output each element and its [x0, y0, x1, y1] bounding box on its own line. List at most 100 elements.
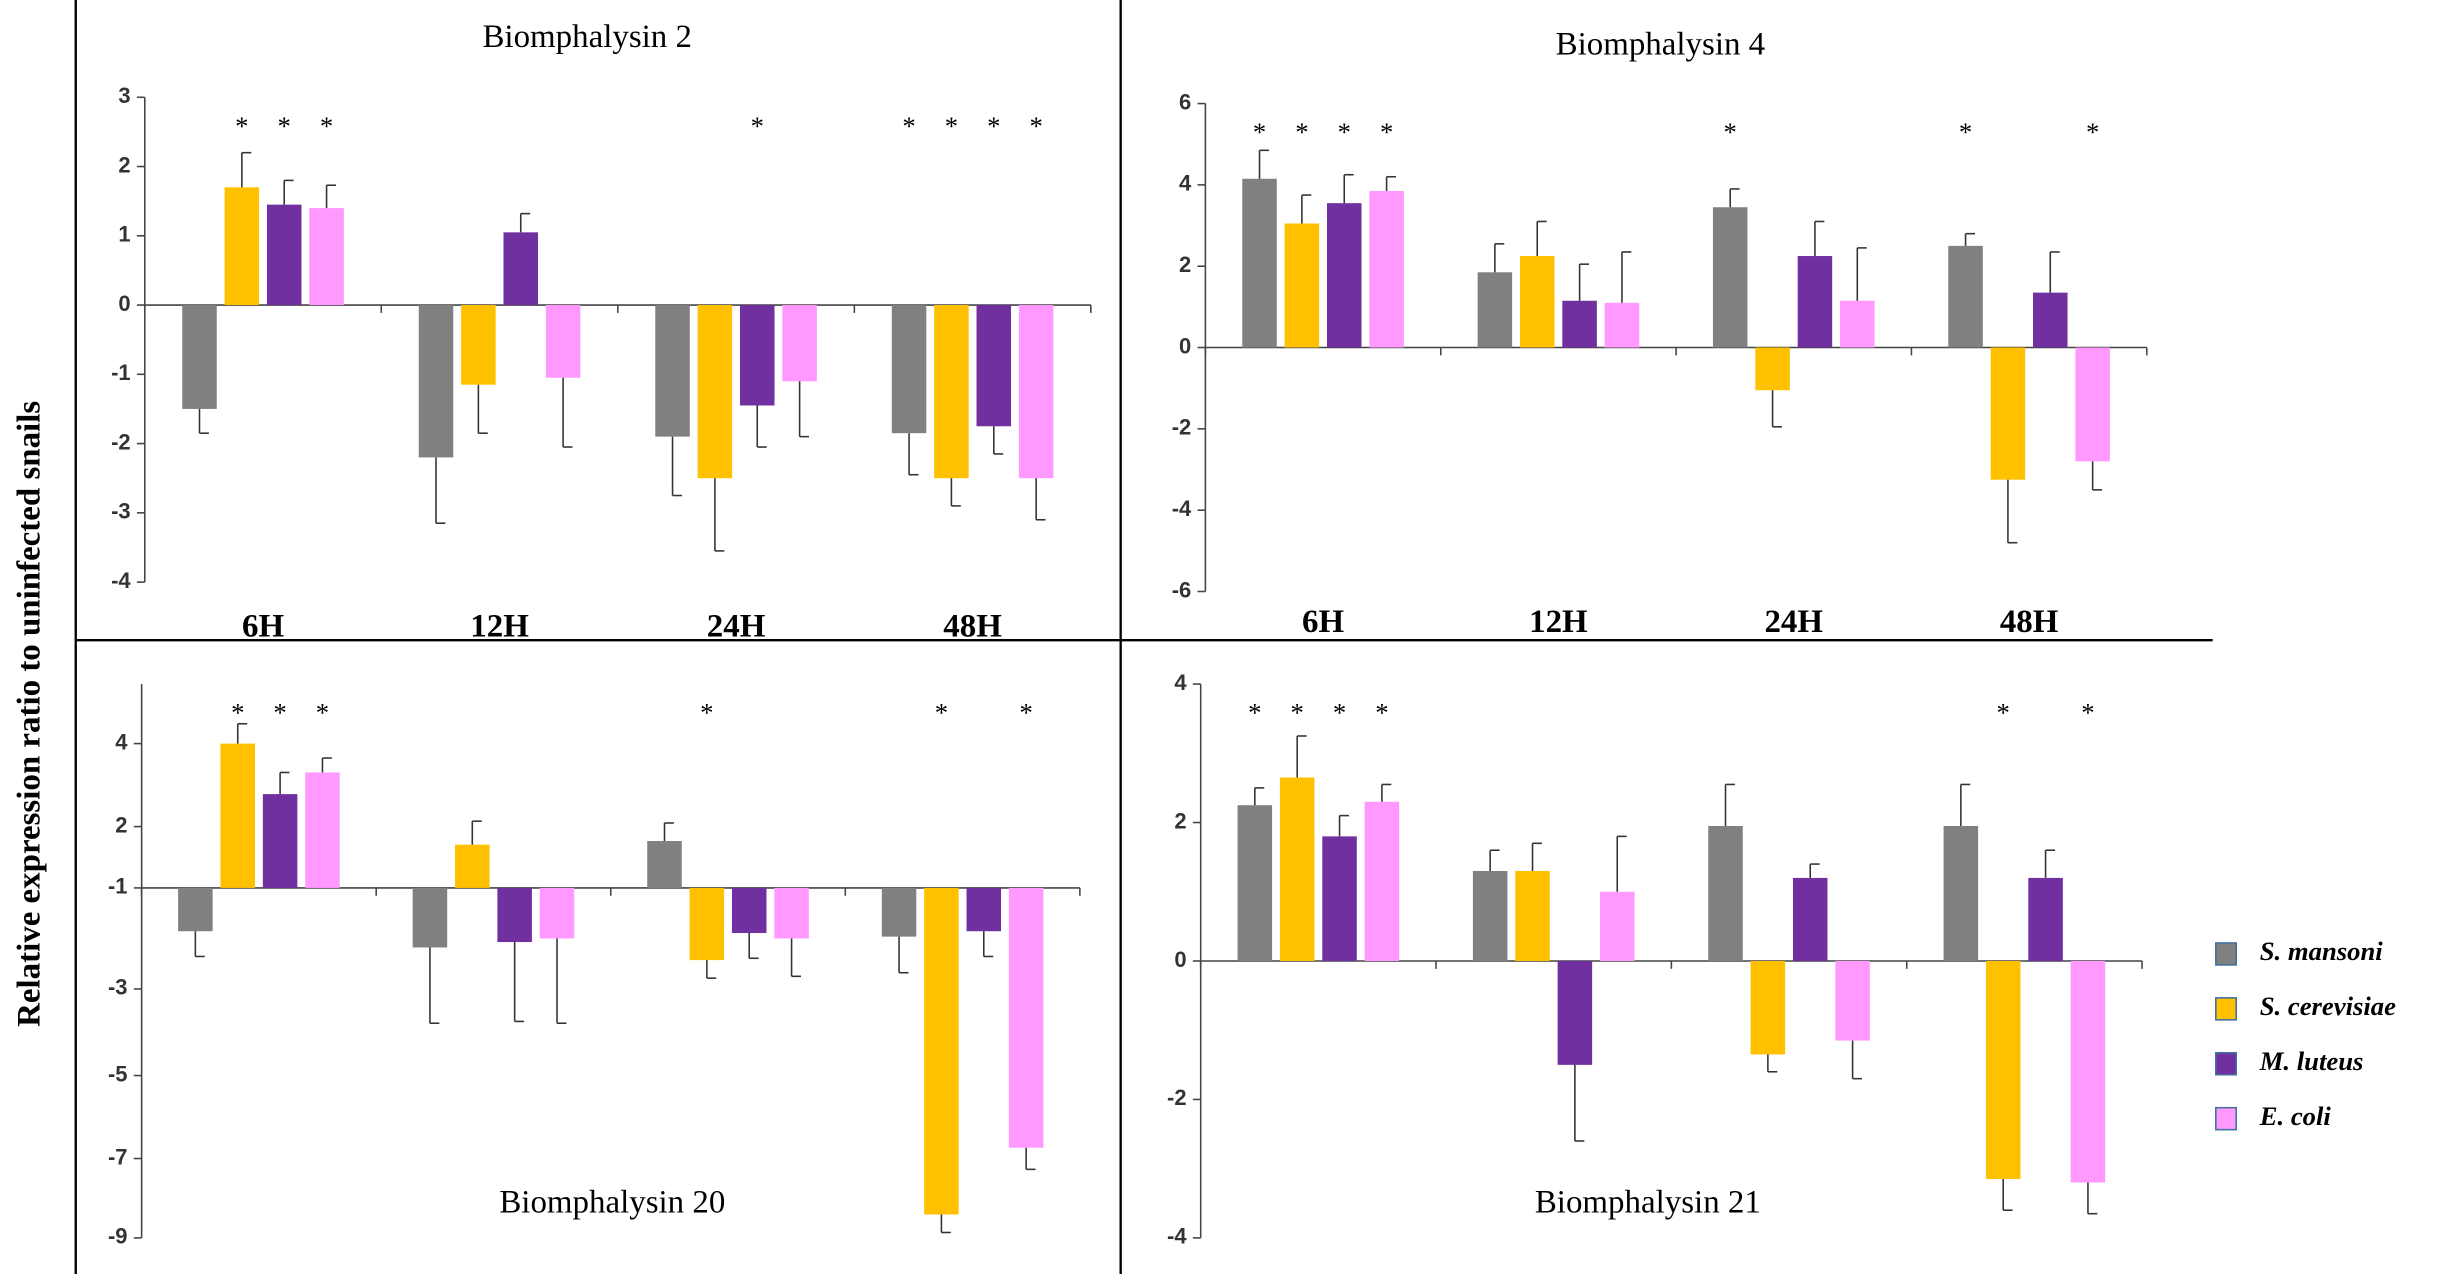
- legend-swatch: [2215, 1051, 2237, 1076]
- significance-star: *: [935, 698, 948, 728]
- significance-star: *: [751, 111, 764, 141]
- significance-star: *: [945, 111, 958, 141]
- bar: [1519, 256, 1555, 348]
- y-tick-label: 4: [115, 729, 128, 754]
- y-tick-label: -4: [1167, 1224, 1187, 1249]
- y-axis-label: Relative expression ratio to uninfected …: [11, 401, 47, 1027]
- bar: [1835, 960, 1870, 1041]
- y-tick-label: 0: [1174, 947, 1186, 972]
- y-tick-label: 2: [1174, 808, 1186, 833]
- bar: [1797, 256, 1833, 348]
- bar: [1008, 887, 1044, 1148]
- bar: [689, 887, 725, 961]
- y-tick-label: 4: [1174, 670, 1187, 695]
- bar: [1515, 870, 1550, 961]
- bar: [1750, 960, 1786, 1055]
- y-tick-label: 2: [115, 812, 127, 837]
- y-tick-label: -5: [108, 1061, 128, 1086]
- bar: [224, 187, 260, 306]
- significance-star: *: [235, 111, 248, 141]
- significance-star: *: [1959, 117, 1972, 147]
- legend-swatch: [2215, 997, 2237, 1021]
- y-tick-label: -6: [1172, 577, 1192, 602]
- significance-star: *: [1724, 117, 1737, 147]
- y-tick-label: -4: [111, 568, 131, 593]
- y-tick-label: 0: [1179, 333, 1191, 358]
- legend-swatch: [2215, 1106, 2237, 1131]
- x-tick-label: 6H: [1302, 604, 1344, 640]
- bar: [461, 305, 496, 385]
- bar: [1242, 178, 1277, 348]
- bar: [1279, 777, 1315, 961]
- bar: [1792, 877, 1828, 961]
- legend-label: M. luteus: [2259, 1046, 2364, 1076]
- bar: [262, 794, 298, 888]
- bar: [1943, 825, 1979, 961]
- y-tick-label: -4: [1172, 496, 1192, 521]
- significance-star: *: [2086, 117, 2099, 147]
- bar: [182, 305, 217, 409]
- x-tick-label: 24H: [707, 609, 766, 645]
- significance-star: *: [2081, 698, 2094, 728]
- significance-star: *: [273, 698, 286, 728]
- significance-star: *: [1338, 117, 1351, 147]
- significance-star: *: [987, 111, 1000, 141]
- significance-star: *: [1291, 698, 1304, 728]
- bar: [924, 887, 959, 1215]
- bar: [2033, 292, 2068, 348]
- bar: [774, 887, 809, 939]
- significance-star: *: [1295, 117, 1308, 147]
- bar: [740, 305, 775, 406]
- bar: [881, 887, 917, 937]
- bar: [731, 887, 767, 934]
- significance-star: *: [1333, 698, 1346, 728]
- bar: [934, 305, 969, 479]
- y-tick-label: -3: [108, 975, 128, 1000]
- y-tick-label: 0: [118, 291, 130, 316]
- significance-star: *: [278, 111, 291, 141]
- bar: [309, 208, 344, 306]
- chart-title: Biomphalysin 21: [1535, 1185, 1761, 1221]
- bar: [503, 232, 538, 306]
- bar: [2070, 960, 2106, 1183]
- bar: [1322, 836, 1357, 961]
- chart-title: Biomphalysin 20: [499, 1185, 725, 1221]
- bar: [655, 305, 690, 437]
- significance-star: *: [1997, 698, 2010, 728]
- y-tick-label: 1: [118, 222, 130, 247]
- bar: [455, 844, 490, 888]
- bar: [545, 305, 581, 378]
- x-tick-label: 12H: [1529, 604, 1588, 640]
- x-tick-label: 24H: [1764, 604, 1823, 640]
- legend-label: E. coli: [2259, 1101, 2332, 1131]
- bar: [1326, 203, 1362, 348]
- x-tick-label: 6H: [242, 609, 284, 645]
- bar: [1562, 300, 1597, 348]
- bar: [1557, 960, 1593, 1065]
- bar: [220, 743, 255, 888]
- chart-title: Biomphalysin 4: [1556, 27, 1766, 63]
- significance-star: *: [1380, 117, 1393, 147]
- significance-star: *: [316, 698, 329, 728]
- bar: [539, 887, 575, 939]
- y-tick-label: 2: [118, 152, 130, 177]
- bar: [1599, 891, 1635, 961]
- bar: [1708, 825, 1743, 961]
- significance-star: *: [1253, 117, 1266, 147]
- bar: [1840, 300, 1875, 348]
- significance-star: *: [700, 698, 713, 728]
- bar: [1284, 223, 1320, 348]
- y-tick-label: -2: [1167, 1085, 1187, 1110]
- bar: [2075, 347, 2110, 462]
- chart-title: Biomphalysin 2: [482, 19, 692, 55]
- bar: [1755, 347, 1790, 391]
- significance-star: *: [1375, 698, 1388, 728]
- significance-star: *: [902, 111, 915, 141]
- bar: [418, 305, 454, 458]
- y-tick-label: -7: [108, 1144, 128, 1169]
- bar: [1477, 272, 1513, 348]
- bar: [1237, 805, 1273, 961]
- bar: [1364, 801, 1400, 961]
- bar: [1604, 302, 1640, 348]
